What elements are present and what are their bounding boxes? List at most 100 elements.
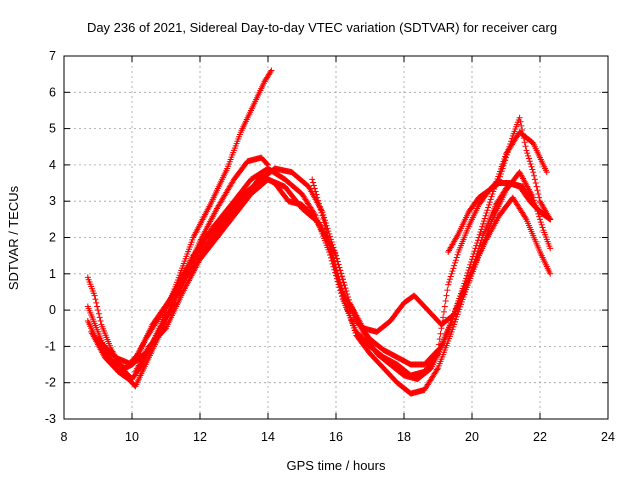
- chart-title: Day 236 of 2021, Sidereal Day-to-day VTE…: [87, 20, 557, 35]
- data-point: [339, 276, 346, 283]
- x-tick-label: 16: [329, 430, 343, 444]
- data-point: [508, 135, 515, 142]
- data-point: [311, 185, 318, 192]
- data-point: [525, 155, 532, 162]
- data-point: [434, 347, 441, 354]
- data-point: [309, 176, 316, 183]
- data-point: [482, 212, 489, 219]
- data-point: [324, 232, 331, 239]
- data-point: [320, 216, 327, 223]
- data-point: [330, 255, 337, 262]
- data-point: [543, 169, 550, 176]
- data-point: [503, 154, 509, 161]
- data-point: [476, 231, 483, 238]
- y-tick-label: -3: [45, 412, 56, 426]
- data-point: [534, 187, 541, 194]
- data-point: [536, 194, 543, 201]
- data-point: [525, 152, 532, 159]
- data-point: [325, 236, 332, 243]
- data-point: [94, 303, 101, 310]
- data-point: [547, 270, 554, 277]
- y-tick-label: 2: [49, 231, 56, 245]
- data-point: [334, 270, 341, 277]
- data-point: [518, 122, 525, 129]
- data-point: [501, 160, 508, 167]
- y-tick-label: -2: [45, 376, 56, 390]
- data-point: [498, 168, 505, 175]
- data-point: [343, 288, 350, 295]
- data-point: [495, 177, 502, 184]
- y-tick-label: 1: [49, 267, 56, 281]
- data-point: [341, 282, 348, 289]
- x-tick-label: 12: [193, 430, 207, 444]
- data-point: [454, 251, 461, 258]
- data-point: [317, 206, 324, 213]
- data-point: [520, 135, 527, 142]
- data-point: [452, 257, 459, 264]
- data-point: [336, 276, 343, 283]
- data-point: [314, 194, 321, 201]
- data-point: [528, 163, 535, 170]
- data-point: [530, 194, 537, 201]
- data-point: [315, 197, 322, 204]
- data-point: [516, 114, 523, 121]
- y-tick-label: 6: [49, 85, 56, 99]
- data-point: [338, 282, 345, 289]
- data-point: [505, 146, 512, 153]
- data-point: [316, 200, 322, 207]
- data-point: [95, 307, 101, 314]
- data-point: [452, 259, 458, 266]
- data-point: [338, 273, 345, 280]
- data-point: [538, 221, 545, 228]
- data-point: [504, 149, 511, 156]
- data-point: [446, 278, 453, 285]
- data-point: [486, 199, 493, 206]
- data-point: [500, 162, 507, 169]
- x-axis-label: GPS time / hours: [287, 458, 386, 473]
- data-point: [332, 261, 339, 268]
- data-point: [440, 314, 447, 321]
- data-point: [321, 222, 328, 229]
- y-axis-label: SDTVAR / TECUs: [6, 185, 21, 290]
- data-points: [84, 67, 554, 397]
- data-point: [96, 314, 103, 321]
- data-point: [340, 279, 347, 286]
- data-point: [480, 220, 487, 227]
- data-point: [479, 223, 486, 230]
- y-tick-label: -1: [45, 339, 56, 353]
- data-point: [532, 180, 539, 187]
- data-point: [95, 310, 102, 317]
- data-point: [267, 68, 274, 75]
- data-point: [441, 303, 448, 310]
- data-point: [535, 190, 542, 197]
- x-tick-label: 8: [61, 430, 68, 444]
- data-point: [487, 196, 494, 203]
- data-point: [497, 170, 504, 177]
- data-point: [327, 245, 334, 252]
- data-point: [97, 317, 104, 324]
- data-point: [527, 160, 534, 167]
- data-point: [530, 169, 537, 176]
- series-track-8: [445, 114, 554, 256]
- x-tick-label: 18: [397, 430, 411, 444]
- data-point: [318, 209, 325, 216]
- data-point: [438, 325, 445, 332]
- data-point: [313, 191, 320, 198]
- data-point: [445, 281, 452, 288]
- data-point: [447, 273, 454, 280]
- data-point: [451, 262, 458, 269]
- data-point: [436, 336, 443, 343]
- data-point: [539, 224, 546, 231]
- data-point: [483, 209, 490, 216]
- data-point: [522, 214, 529, 221]
- data-point: [328, 249, 335, 256]
- data-point: [92, 296, 99, 303]
- data-point: [338, 285, 345, 292]
- data-point: [477, 229, 484, 236]
- data-point: [442, 298, 449, 305]
- data-point: [520, 131, 526, 138]
- data-point: [333, 264, 339, 271]
